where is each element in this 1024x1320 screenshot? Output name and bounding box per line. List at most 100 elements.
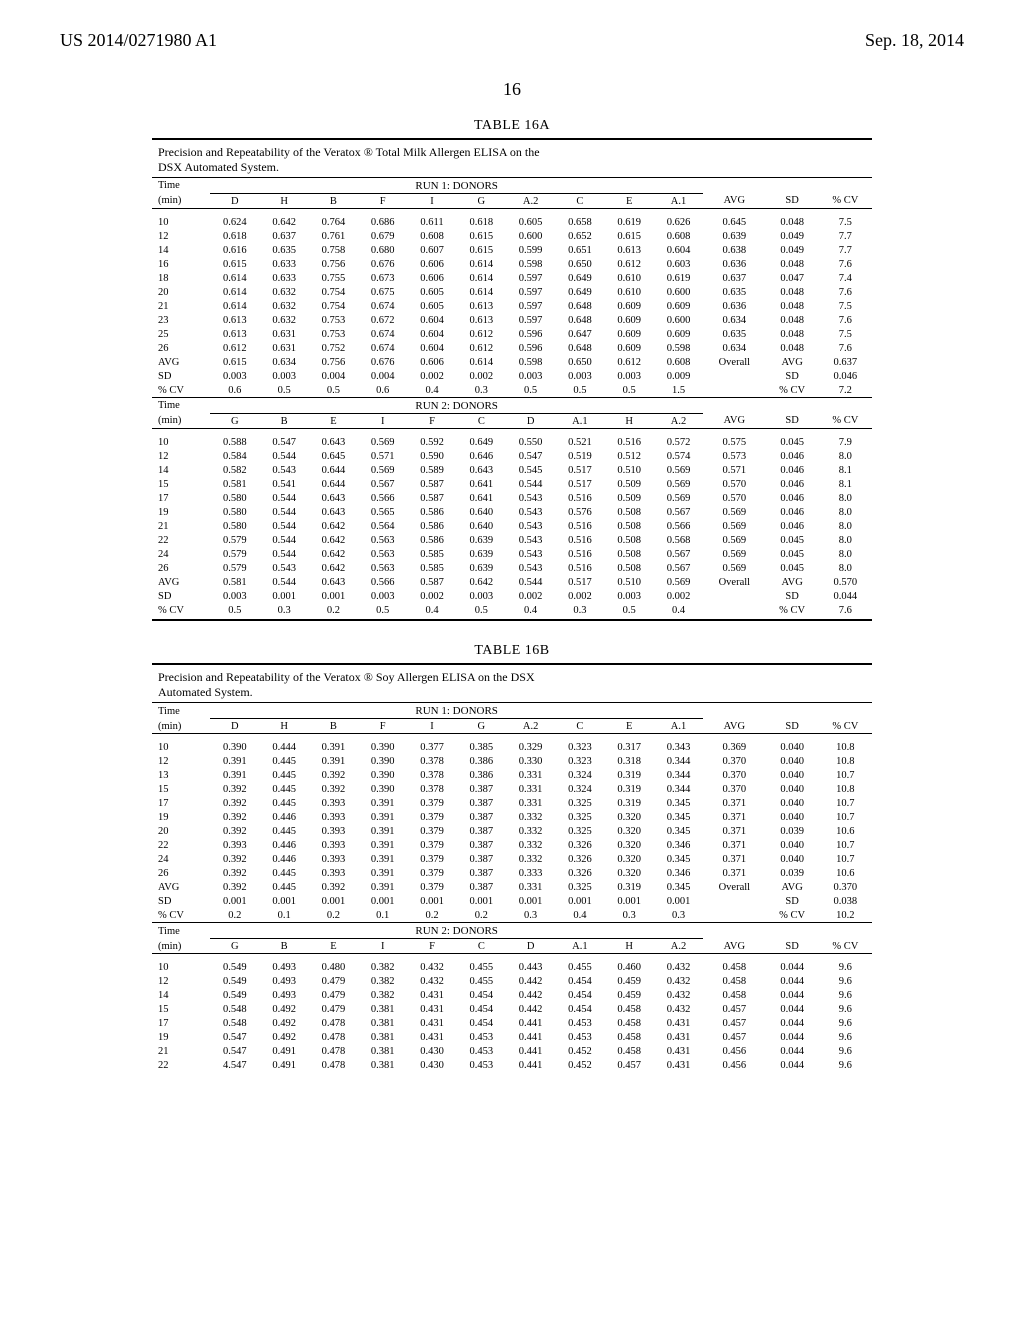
- col-header: H: [259, 194, 308, 209]
- table-cell: 0.764: [309, 215, 358, 229]
- table-row: SD0.0030.0030.0040.0040.0020.0020.0030.0…: [152, 369, 872, 383]
- table-cell: 0.325: [555, 810, 604, 824]
- table-cell: 0.615: [210, 355, 259, 369]
- table-cell: 0.573: [703, 449, 765, 463]
- table-cell: 0.517: [555, 463, 604, 477]
- table-cell: 0.002: [555, 589, 604, 603]
- table-cell: 0.614: [210, 271, 259, 285]
- table-cell: 14: [152, 243, 210, 257]
- table-cell: 0.046: [819, 369, 872, 383]
- table-cell: 0.431: [654, 1044, 703, 1058]
- table-cell: 0.387: [457, 838, 506, 852]
- table-cell: 0.003: [555, 369, 604, 383]
- table-cell: 0.631: [259, 327, 308, 341]
- table-cell: 0.544: [506, 575, 555, 589]
- table-cell: 0.379: [407, 796, 456, 810]
- table-cell: 0.544: [259, 449, 308, 463]
- table-cell: 8.0: [819, 491, 872, 505]
- table-cell: 0.579: [210, 533, 259, 547]
- table-cell: 0.544: [259, 575, 308, 589]
- table-row: 260.5790.5430.6420.5630.5850.6390.5430.5…: [152, 561, 872, 575]
- table-cell: [703, 383, 765, 398]
- table-row: % CV0.50.30.20.50.40.50.40.30.50.4% CV7.…: [152, 603, 872, 617]
- table-row: 250.6130.6310.7530.6740.6040.6120.5960.6…: [152, 327, 872, 341]
- table-cell: 15: [152, 782, 210, 796]
- table-cell: 20: [152, 824, 210, 838]
- table-row: 220.5790.5440.6420.5630.5860.6390.5430.5…: [152, 533, 872, 547]
- table-cell: 0.454: [555, 1002, 604, 1016]
- table-cell: 0.619: [654, 271, 703, 285]
- table-cell: 0.5: [358, 603, 407, 617]
- table-cell: 0.632: [259, 299, 308, 313]
- table-cell: 0.616: [210, 243, 259, 257]
- table-cell: 0.544: [259, 491, 308, 505]
- table-cell: 0.329: [506, 740, 555, 754]
- table-cell: 0.345: [654, 852, 703, 866]
- table-cell: 0.323: [555, 754, 604, 768]
- table-cell: 0.1: [358, 908, 407, 923]
- table-cell: 0.370: [703, 754, 765, 768]
- table-cell: 0.345: [654, 796, 703, 810]
- table-16a-table: Precision and Repeatability of the Verat…: [152, 138, 872, 621]
- table-cell: 7.9: [819, 435, 872, 449]
- table-cell: 0.597: [506, 299, 555, 313]
- table-cell: 0.544: [259, 505, 308, 519]
- table-cell: 0.443: [506, 960, 555, 974]
- col-header: A.1: [654, 194, 703, 209]
- table-cell: 0.048: [766, 299, 819, 313]
- table-cell: 0.541: [259, 477, 308, 491]
- table-cell: 0.3: [605, 908, 654, 923]
- table-cell: 0.567: [654, 547, 703, 561]
- table-cell: 0.548: [210, 1016, 259, 1030]
- table-cell: 0.345: [654, 880, 703, 894]
- table-cell: 0.371: [703, 866, 765, 880]
- col-header: SD: [766, 194, 819, 209]
- table-cell: 0.047: [766, 271, 819, 285]
- table-cell: 0.048: [766, 341, 819, 355]
- table-cell: 0.454: [555, 988, 604, 1002]
- col-header: H: [259, 719, 308, 734]
- table-cell: 0.325: [555, 824, 604, 838]
- table-cell: 0.445: [259, 754, 308, 768]
- table-cell: 0.393: [210, 838, 259, 852]
- table-cell: AVG: [152, 575, 210, 589]
- table-cell: 0.343: [654, 740, 703, 754]
- table-cell: 0.453: [457, 1044, 506, 1058]
- table-cell: 0.650: [555, 257, 604, 271]
- table-cell: 0.455: [457, 974, 506, 988]
- col-header: B: [309, 194, 358, 209]
- table-cell: 0.635: [703, 327, 765, 341]
- table-cell: 0.565: [358, 505, 407, 519]
- col-header: G: [457, 194, 506, 209]
- table-cell: 0.458: [703, 988, 765, 1002]
- table-cell: 10: [152, 215, 210, 229]
- table-cell: 0.392: [210, 852, 259, 866]
- table-cell: 0.382: [358, 988, 407, 1002]
- table-cell: 0.004: [309, 369, 358, 383]
- table-cell: 0.543: [506, 547, 555, 561]
- table-cell: 0.002: [506, 589, 555, 603]
- table-cell: 0.563: [358, 561, 407, 575]
- table-cell: 0.597: [506, 271, 555, 285]
- table-cell: % CV: [152, 383, 210, 398]
- table-cell: 0.370: [703, 782, 765, 796]
- time-header: Time: [152, 923, 210, 939]
- table-cell: 8.1: [819, 477, 872, 491]
- table-cell: 0.612: [605, 257, 654, 271]
- table-cell: 0.046: [766, 491, 819, 505]
- table-cell: SD: [766, 369, 819, 383]
- table-cell: 0.371: [703, 796, 765, 810]
- table-cell: 0.614: [457, 355, 506, 369]
- table-cell: 22: [152, 838, 210, 852]
- table-cell: 0.442: [506, 988, 555, 1002]
- table-cell: 0.445: [259, 866, 308, 880]
- table-cell: 0.478: [309, 1030, 358, 1044]
- table-cell: 0.510: [605, 575, 654, 589]
- table-cell: 0.391: [210, 768, 259, 782]
- table-16b-run2-body: 100.5490.4930.4800.3820.4320.4550.4430.4…: [152, 960, 872, 1072]
- table-cell: 0.446: [259, 852, 308, 866]
- table-row: 150.5480.4920.4790.3810.4310.4540.4420.4…: [152, 1002, 872, 1016]
- table-cell: 0.387: [457, 810, 506, 824]
- table-row: 120.3910.4450.3910.3900.3780.3860.3300.3…: [152, 754, 872, 768]
- table-cell: 0.676: [358, 355, 407, 369]
